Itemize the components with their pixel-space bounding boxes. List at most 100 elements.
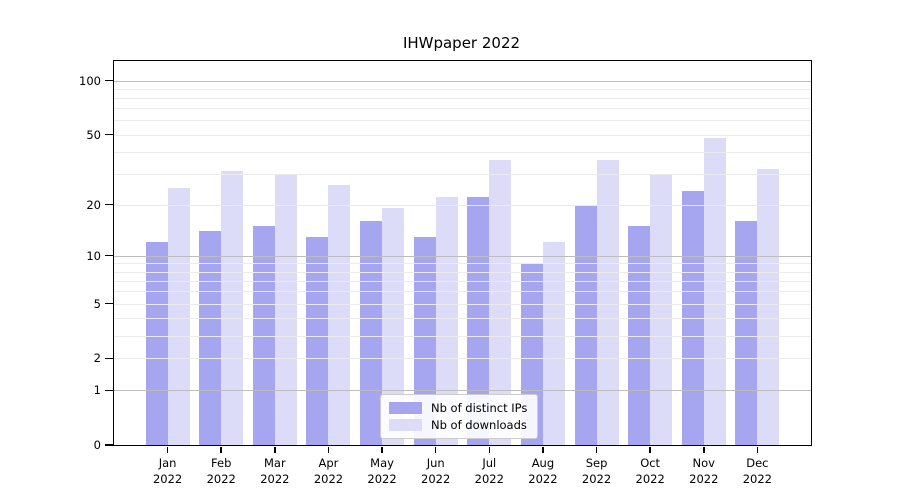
x-tick-label-jul: Jul 2022 (475, 455, 504, 487)
legend: Nb of distinct IPs Nb of downloads (380, 394, 539, 439)
bar-downloads-nov (703, 137, 726, 445)
gridline-minor (114, 120, 811, 122)
bar-downloads-sep (596, 159, 619, 445)
y-tick-label: 50 (86, 127, 101, 142)
y-tick (105, 389, 113, 392)
y-tick-label: 10 (86, 248, 101, 263)
x-tick-year: 2022 (528, 472, 558, 486)
x-tick (703, 447, 705, 453)
y-tick (105, 302, 113, 305)
legend-label-distinct-ips: Nb of distinct IPs (431, 401, 528, 415)
bar-ips-jul (467, 197, 490, 445)
x-tick-year: 2022 (689, 472, 719, 486)
plot-area: Nb of distinct IPs Nb of downloads 0 1 2 5 1… (79, 60, 812, 486)
x-tick-year: 2022 (421, 472, 451, 486)
x-tick (381, 447, 383, 453)
bar-downloads-jan (167, 187, 190, 445)
bar-ips-jan (145, 242, 168, 445)
gridline-major (114, 255, 811, 257)
y-tick-label: 1 (93, 383, 101, 398)
chart-title: IHWpaper 2022 (402, 34, 521, 52)
x-tick-label-nov: Nov 2022 (689, 455, 718, 487)
x-tick-label-apr: Apr 2022 (314, 455, 343, 487)
bar-ips-jun (413, 236, 436, 445)
gridline-minor (114, 280, 811, 282)
y-tick (105, 133, 113, 136)
x-tick (595, 447, 598, 453)
x-tick-year: 2022 (260, 472, 290, 486)
legend-swatch-downloads (389, 419, 422, 431)
bar-downloads-aug (542, 242, 565, 445)
gridline-minor (114, 173, 811, 175)
y-tick-label: 0 (93, 438, 101, 452)
gridline-minor (114, 271, 811, 273)
legend-label-downloads: Nb of downloads (431, 418, 527, 432)
gridline-minor (114, 263, 811, 265)
x-tick-year: 2022 (313, 472, 344, 486)
x-tick (274, 447, 276, 453)
gridline-minor (114, 151, 811, 153)
x-tick-label-oct: Oct 2022 (636, 455, 665, 487)
bar-downloads-oct (650, 173, 673, 445)
y-tick-label: 100 (79, 73, 101, 88)
gridline-minor (114, 134, 811, 136)
x-tick-month: Sep (585, 456, 608, 470)
y-tick-label: 2 (93, 351, 101, 366)
x-tick-month: Nov (692, 456, 715, 470)
x-tick-year: 2022 (635, 472, 665, 486)
bar-downloads-may (382, 208, 405, 445)
x-tick (220, 447, 222, 453)
gridline-minor (114, 108, 811, 110)
x-tick (488, 447, 491, 453)
gridline-minor (114, 317, 811, 319)
x-tick (327, 447, 330, 453)
y-tick (105, 79, 113, 82)
x-tick-month: Apr (318, 456, 339, 470)
gridline-major (114, 390, 811, 392)
x-tick-year: 2022 (367, 472, 397, 486)
x-tick-month: May (370, 456, 394, 470)
y-tick (105, 444, 113, 446)
x-tick-month: Jun (426, 456, 445, 470)
gridline-minor (114, 335, 811, 337)
y-tick (105, 203, 113, 206)
x-tick (542, 447, 544, 453)
legend-item-downloads: Nb of downloads (389, 418, 527, 432)
bar-downloads-dec (757, 168, 780, 445)
y-tick (105, 254, 113, 257)
x-tick-label-feb: Feb 2022 (207, 455, 236, 487)
bar-ips-feb (199, 231, 222, 445)
x-tick-label-may: May 2022 (367, 455, 396, 487)
gridline-minor (114, 291, 811, 293)
gridline-minor (114, 204, 811, 206)
y-tick-label: 5 (93, 296, 101, 311)
x-tick-month: Jan (158, 456, 177, 470)
x-tick (649, 447, 651, 453)
bar-downloads-jun (435, 197, 458, 445)
bar-downloads-jul (489, 159, 512, 445)
bar-downloads-apr (328, 184, 351, 445)
x-tick-year: 2022 (581, 472, 612, 486)
x-tick-label-aug: Aug 2022 (528, 455, 557, 487)
x-tick-month: Oct (640, 456, 661, 470)
x-tick (756, 447, 759, 453)
x-tick-year: 2022 (206, 472, 236, 486)
gridline-minor (114, 303, 811, 305)
x-tick-label-jun: Jun 2022 (421, 455, 450, 487)
bar-ips-apr (306, 236, 329, 445)
bar-ips-sep (574, 204, 597, 445)
bar-downloads-feb (221, 171, 244, 445)
x-tick-year: 2022 (742, 472, 773, 486)
x-tick-month: Aug (531, 456, 555, 470)
y-tick (105, 357, 113, 359)
x-tick-month: Mar (263, 456, 286, 470)
legend-swatch-distinct-ips (389, 402, 422, 414)
x-tick-label-dec: Dec 2022 (743, 455, 772, 487)
x-tick (434, 447, 437, 453)
x-tick-label-mar: Mar 2022 (260, 455, 289, 487)
legend-item-distinct-ips: Nb of distinct IPs (389, 401, 527, 415)
x-tick-year: 2022 (474, 472, 504, 486)
x-tick (166, 447, 169, 453)
gridline-minor (114, 358, 811, 360)
